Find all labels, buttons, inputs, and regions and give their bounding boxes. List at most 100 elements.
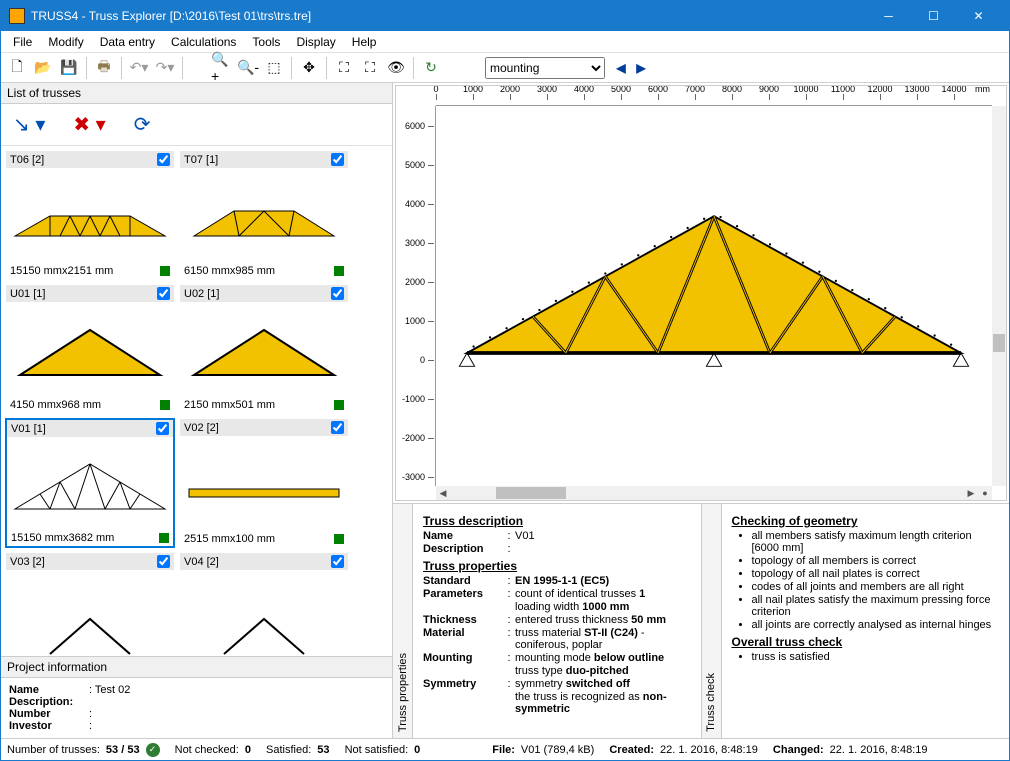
check-item: topology of all nail plates is correct <box>752 568 1000 580</box>
add-truss-button[interactable]: ↘ ▾ <box>9 110 49 139</box>
menu-modify[interactable]: Modify <box>40 33 91 51</box>
close-button[interactable]: ✕ <box>956 1 1001 31</box>
check-list: all members satisfy maximum length crite… <box>752 530 1000 631</box>
menu-display[interactable]: Display <box>288 33 343 51</box>
truss-card[interactable]: V03 [2] <box>5 552 175 656</box>
truss-checkbox[interactable] <box>331 421 344 434</box>
prev-button[interactable]: ◀ <box>611 58 631 78</box>
list-toolbar: ↘ ▾ ✖ ▾ ⟳ <box>1 104 392 146</box>
truss-dims: 6150 mmx985 mm <box>184 265 275 277</box>
truss-thumb <box>180 436 348 531</box>
td-h1: Truss description <box>423 514 691 528</box>
truss-checkbox[interactable] <box>156 422 169 435</box>
eye-button[interactable]: 👁 <box>384 56 408 80</box>
menu-help[interactable]: Help <box>344 33 385 51</box>
reload-truss-button[interactable]: ⟳ <box>130 110 155 139</box>
check-item: all joints are correctly analysed as int… <box>752 619 1000 631</box>
fit-button[interactable]: ⛶ <box>332 56 356 80</box>
app-icon <box>9 8 25 24</box>
truss-id: T07 [1] <box>184 154 218 166</box>
new-button[interactable]: 🗋 <box>5 56 29 80</box>
delete-truss-button[interactable]: ✖ ▾ <box>69 110 109 139</box>
refresh-button[interactable]: ↻ <box>419 56 443 80</box>
ruler-horizontal: 0100020003000400050006000700080009000100… <box>436 86 992 106</box>
right-panel: 0100020003000400050006000700080009000100… <box>393 83 1009 738</box>
fit2-button[interactable]: ⛶ <box>358 56 382 80</box>
truss-card[interactable]: T06 [2] 15150 mmx2151 mm <box>5 150 175 280</box>
save-button[interactable]: 💾 <box>57 56 81 80</box>
check-item: all members satisfy maximum length crite… <box>752 530 1000 554</box>
truss-checkbox[interactable] <box>157 287 170 300</box>
toolbar: 🗋 📂 💾 🖶 ↶▾ ↷▾ 🔍+ 🔍- ⬚ ✥ ⛶ ⛶ 👁 ↻ mounting… <box>1 53 1009 83</box>
truss-card[interactable]: V01 [1] 15150 mmx3682 mm <box>5 418 175 548</box>
pi-desc-lbl: Description: <box>9 696 89 708</box>
truss-dims: 15150 mmx2151 mm <box>10 265 113 277</box>
overall-list: truss is satisfied <box>752 651 1000 663</box>
truss-grid: T06 [2] 15150 mmx2151 mm T07 [1] 6150 mm… <box>1 146 392 656</box>
overall-item: truss is satisfied <box>752 651 1000 663</box>
pi-num-lbl: Number <box>9 708 89 720</box>
ruler-vertical: -3000-2000-10000100020003000400050006000 <box>396 106 436 486</box>
tc-h2: Overall truss check <box>732 635 1000 649</box>
truss-thumb <box>180 302 348 397</box>
zoomin-button[interactable]: 🔍+ <box>210 56 234 80</box>
menu-calculations[interactable]: Calculations <box>163 33 244 51</box>
menu-tools[interactable]: Tools <box>244 33 288 51</box>
truss-id: V02 [2] <box>184 422 219 434</box>
truss-checkbox[interactable] <box>331 153 344 166</box>
menu-file[interactable]: File <box>5 33 40 51</box>
next-button[interactable]: ▶ <box>631 58 651 78</box>
status-square <box>160 400 170 410</box>
truss-card[interactable]: T07 [1] 6150 mmx985 mm <box>179 150 349 280</box>
truss-dims: 15150 mmx3682 mm <box>11 532 114 544</box>
minimize-button[interactable]: ─ <box>866 1 911 31</box>
zoomwin-button[interactable]: ⬚ <box>262 56 286 80</box>
viewport[interactable]: 0100020003000400050006000700080009000100… <box>395 85 1007 501</box>
view-dropdown[interactable]: mounting <box>485 57 605 79</box>
redo-button[interactable]: ↷▾ <box>153 56 177 80</box>
check-item: codes of all joints and members are all … <box>752 581 1000 593</box>
vscrollbar[interactable] <box>992 106 1006 486</box>
menubar: File Modify Data entry Calculations Tool… <box>1 31 1009 53</box>
undo-button[interactable]: ↶▾ <box>127 56 151 80</box>
truss-card[interactable]: V02 [2] 2515 mmx100 mm <box>179 418 349 548</box>
truss-checkbox[interactable] <box>157 153 170 166</box>
pi-inv-lbl: Investor <box>9 720 89 732</box>
canvas[interactable] <box>436 106 992 486</box>
truss-check-panel: Truss check Checking of geometry all mem… <box>701 504 1010 738</box>
truss-card[interactable]: U01 [1] 4150 mmx968 mm <box>5 284 175 414</box>
status-square <box>334 266 344 276</box>
truss-properties-panel: Truss properties Truss description Name:… <box>393 504 701 738</box>
truss-id: U02 [1] <box>184 288 219 300</box>
ok-icon: ✓ <box>146 743 160 757</box>
truss-check-tab[interactable]: Truss check <box>702 504 722 738</box>
check-item: all nail plates satisfy the maximum pres… <box>752 594 1000 618</box>
truss-thumb <box>6 302 174 397</box>
truss-checkbox[interactable] <box>157 555 170 568</box>
maximize-button[interactable]: ☐ <box>911 1 956 31</box>
truss-card[interactable]: U02 [1] 2150 mmx501 mm <box>179 284 349 414</box>
truss-card[interactable]: V04 [2] <box>179 552 349 656</box>
truss-dims: 4150 mmx968 mm <box>10 399 101 411</box>
pi-name-lbl: Name <box>9 684 89 696</box>
truss-checkbox[interactable] <box>331 555 344 568</box>
truss-id: V04 [2] <box>184 556 219 568</box>
truss-id: V01 [1] <box>11 423 46 435</box>
menu-dataentry[interactable]: Data entry <box>92 33 163 51</box>
truss-thumb <box>6 168 174 263</box>
truss-id: U01 [1] <box>10 288 45 300</box>
bottom-panels: Truss properties Truss description Name:… <box>393 503 1009 738</box>
zoomout-button[interactable]: 🔍- <box>236 56 260 80</box>
print-button[interactable]: 🖶 <box>92 56 116 80</box>
project-info-panel: Project information Name: Test 02 Descri… <box>1 656 392 738</box>
hscrollbar[interactable]: ◀▶● <box>436 486 992 500</box>
truss-checkbox[interactable] <box>331 287 344 300</box>
left-panel: List of trusses ↘ ▾ ✖ ▾ ⟳ T06 [2] 15150 … <box>1 83 393 738</box>
truss-thumb <box>7 437 173 530</box>
open-button[interactable]: 📂 <box>31 56 55 80</box>
pan-button[interactable]: ✥ <box>297 56 321 80</box>
truss-properties-tab[interactable]: Truss properties <box>393 504 413 738</box>
truss-id: T06 [2] <box>10 154 44 166</box>
status-square <box>159 533 169 543</box>
truss-thumb <box>6 570 174 656</box>
